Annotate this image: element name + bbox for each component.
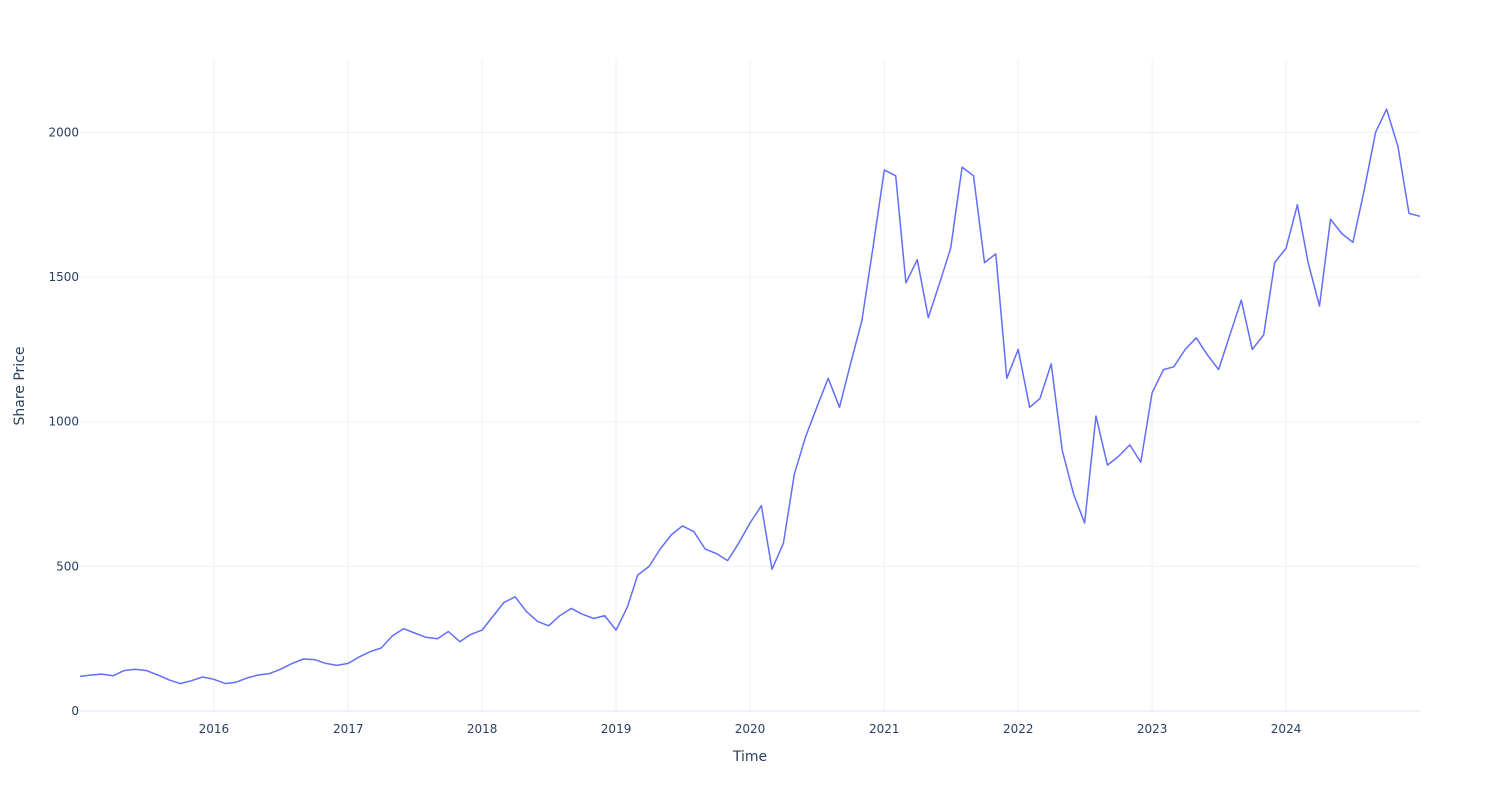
y-axis-title: Share Price <box>12 346 28 425</box>
x-tick-label: 2016 <box>199 722 230 736</box>
series-layer <box>79 108 1421 685</box>
x-tick-label: 2022 <box>1003 722 1034 736</box>
y-tick-labels: 0 500 1000 1500 2000 <box>48 125 79 718</box>
x-tick-label: 2023 <box>1137 722 1168 736</box>
y-tick-label: 1000 <box>48 415 79 429</box>
x-tick-label: 2020 <box>735 722 766 736</box>
y-tick-label: 1500 <box>48 270 79 284</box>
x-gridlines <box>213 60 1287 712</box>
x-tick-label: 2018 <box>467 722 498 736</box>
x-tick-label: 2019 <box>601 722 632 736</box>
x-tick-label: 2021 <box>869 722 900 736</box>
y-gridlines <box>80 131 1420 713</box>
series-line <box>79 108 1421 685</box>
y-tick-label: 0 <box>71 704 79 718</box>
x-tick-label: 2017 <box>333 722 364 736</box>
y-tick-label: 500 <box>56 559 79 573</box>
x-tick-labels: 2016 2017 2018 2019 2020 2021 2022 2023 2024 <box>199 722 1302 736</box>
x-tick-label: 2024 <box>1271 722 1302 736</box>
x-axis-title: Time <box>732 749 767 765</box>
y-tick-label: 2000 <box>48 125 79 139</box>
